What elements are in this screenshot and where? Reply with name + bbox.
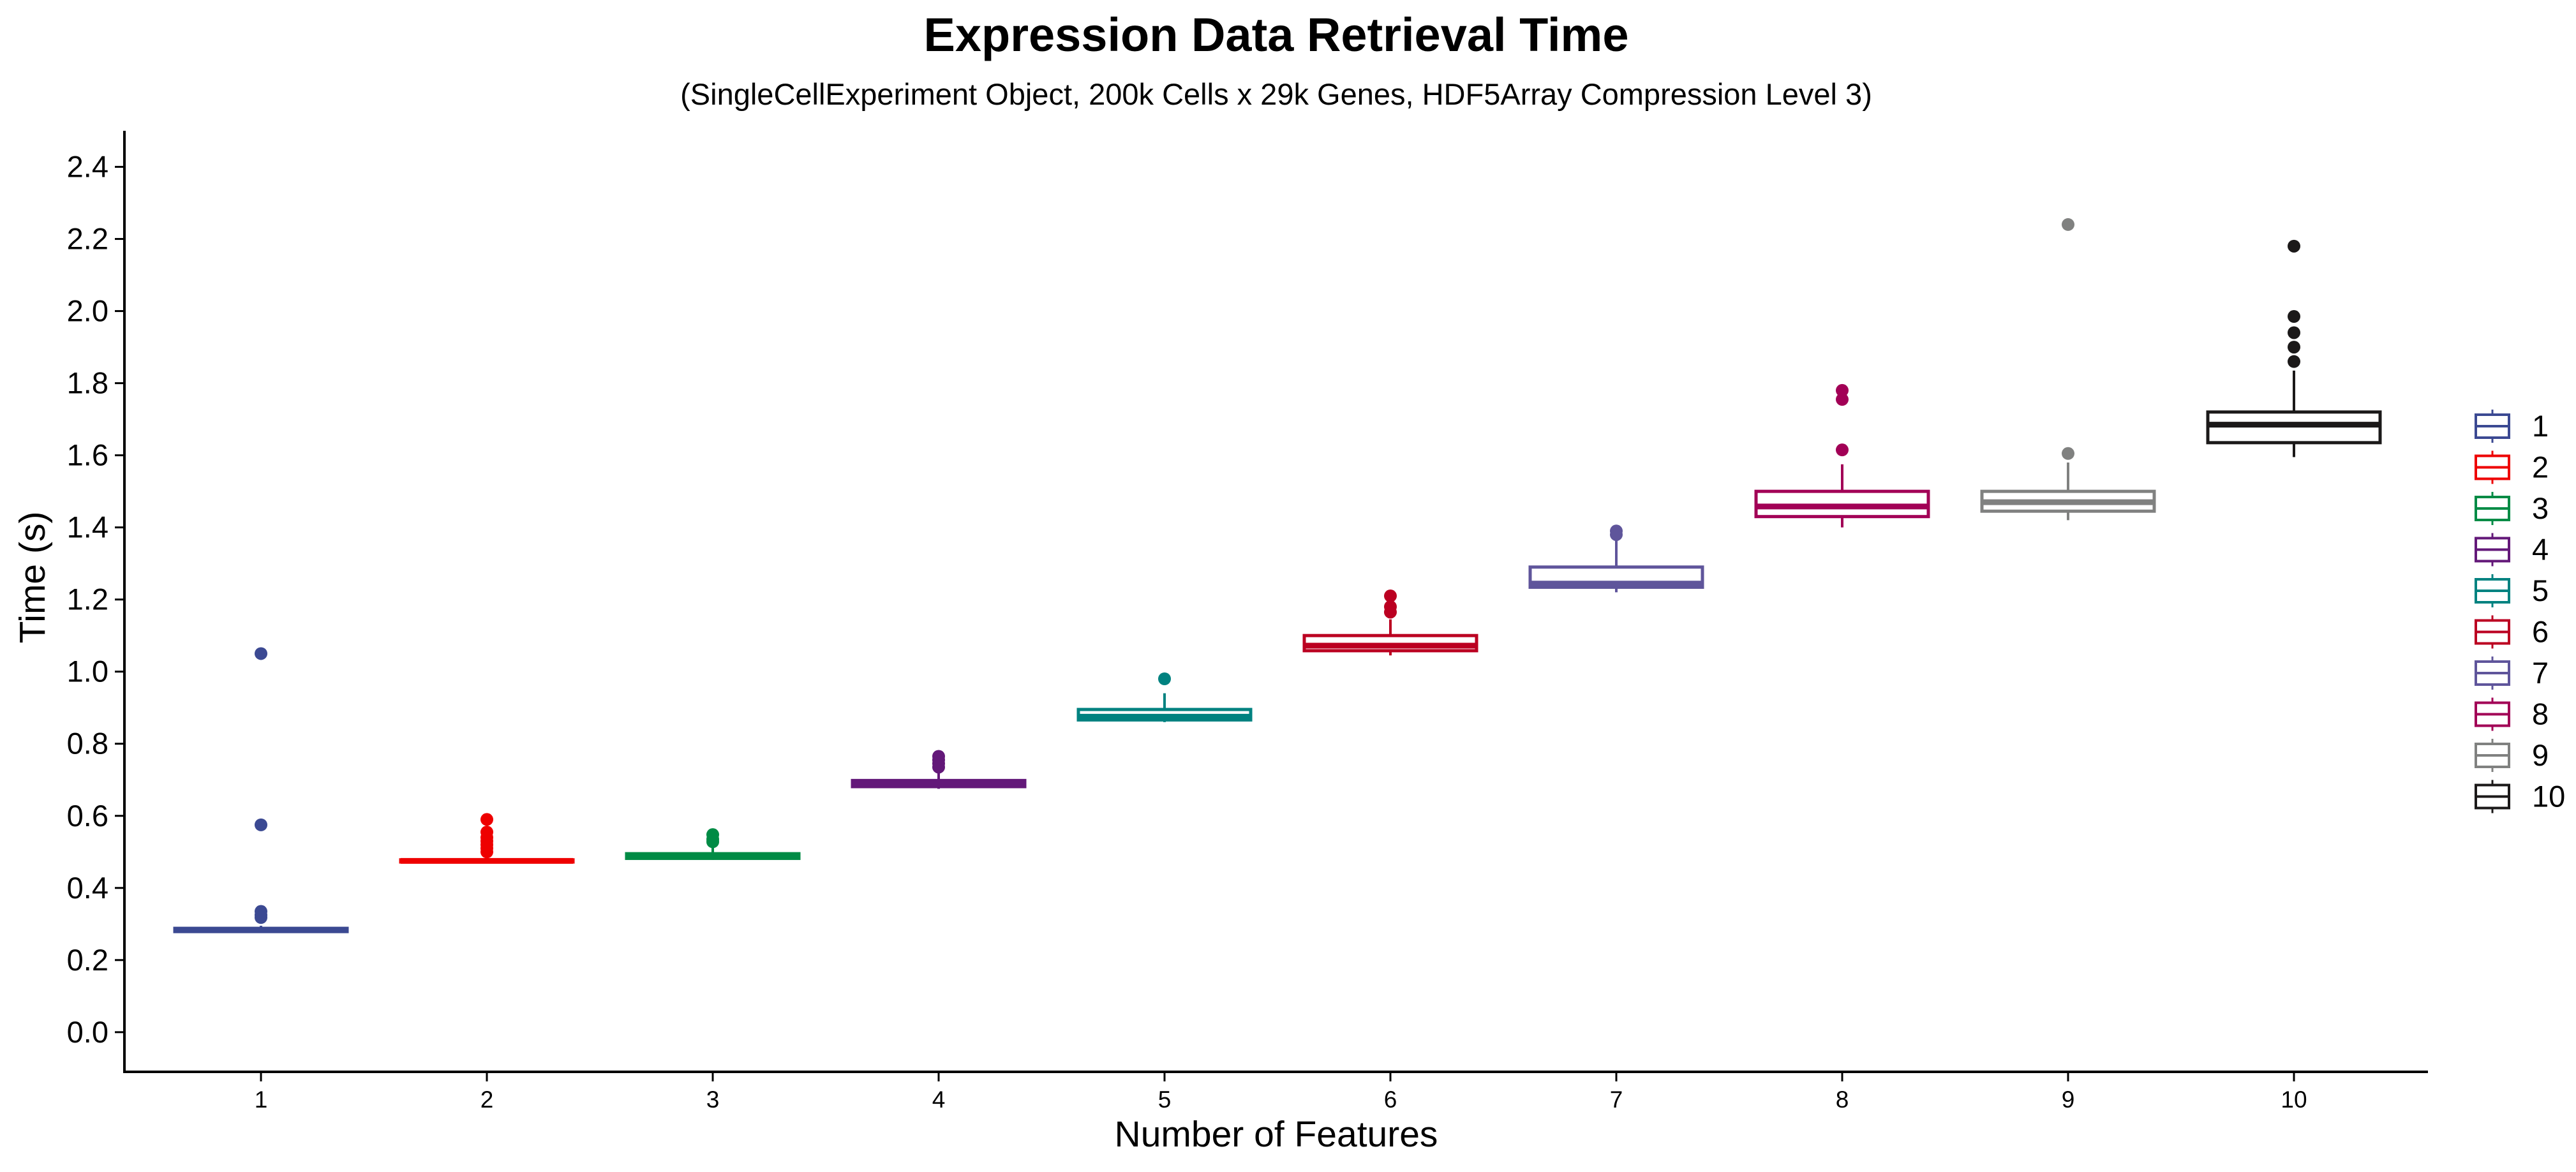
outlier-point <box>480 845 493 859</box>
legend-label: 4 <box>2532 533 2549 567</box>
box-group-6 <box>1302 590 1478 656</box>
box-groups <box>173 218 2382 933</box>
y-tick-label: 2.0 <box>67 294 108 328</box>
outlier-point <box>932 760 945 774</box>
legend-label: 6 <box>2532 615 2549 649</box>
box-group-1 <box>173 647 349 933</box>
y-axis-label: Time (s) <box>12 512 53 644</box>
y-axis-ticks: 0.0 0.2 0.4 0.6 0.8 1.0 1.2 1.4 1.6 1.8 2.0 2.2 2.4 <box>67 150 124 1049</box>
outlier-point <box>255 647 267 660</box>
y-tick-label: 0.6 <box>67 799 108 833</box>
y-tick-label: 2.2 <box>67 222 108 256</box>
x-tick-label: 3 <box>706 1087 720 1113</box>
y-tick-label: 1.8 <box>67 366 108 400</box>
box-group-7 <box>1528 524 1704 593</box>
outlier-point <box>255 818 267 831</box>
x-tick-label: 10 <box>2281 1087 2307 1113</box>
y-tick-label: 2.4 <box>67 150 108 184</box>
x-tick-label: 5 <box>1158 1087 1172 1113</box>
legend-item-2: 2 <box>2475 450 2549 484</box>
outlier-point <box>2062 447 2074 460</box>
x-tick-label: 1 <box>255 1087 268 1113</box>
outlier-point <box>2288 355 2300 368</box>
box-group-3 <box>625 828 801 860</box>
outlier-point <box>2288 341 2300 354</box>
box-group-10 <box>2206 239 2382 457</box>
outlier-point <box>2288 239 2300 253</box>
legend-item-1: 1 <box>2475 409 2549 443</box>
legend-label: 3 <box>2532 491 2549 525</box>
y-tick-label: 0.4 <box>67 871 108 905</box>
y-tick-label: 0.8 <box>67 727 108 760</box>
box-group-8 <box>1754 383 1930 528</box>
x-tick-label: 7 <box>1610 1087 1623 1113</box>
legend-item-9: 9 <box>2475 738 2549 772</box>
outlier-point <box>480 813 493 826</box>
x-tick-label: 2 <box>480 1087 494 1113</box>
legend-item-6: 6 <box>2475 615 2549 649</box>
x-tick-label: 4 <box>932 1087 946 1113</box>
legend-item-10: 10 <box>2475 780 2565 813</box>
legend-label: 5 <box>2532 574 2549 607</box>
box-group-9 <box>1980 218 2156 521</box>
box-group-4 <box>851 750 1027 789</box>
outlier-point <box>1158 672 1171 686</box>
x-axis-ticks: 1 2 3 4 5 6 7 8 9 10 <box>255 1072 2307 1113</box>
y-tick-label: 0.2 <box>67 943 108 977</box>
legend-item-3: 3 <box>2475 491 2549 525</box>
legend-label: 10 <box>2532 780 2565 813</box>
legend-item-5: 5 <box>2475 574 2549 607</box>
outlier-point <box>2288 310 2300 323</box>
chart-subtitle: (SingleCellExperiment Object, 200k Cells… <box>680 77 1872 111</box>
legend: 1 2 3 4 5 6 7 8 9 10 <box>2475 409 2565 813</box>
chart-title: Expression Data Retrieval Time <box>923 8 1628 61</box>
legend-item-7: 7 <box>2475 656 2549 690</box>
legend-label: 7 <box>2532 656 2549 690</box>
outlier-point <box>1836 393 1849 406</box>
legend-item-8: 8 <box>2475 697 2549 731</box>
outlier-point <box>1836 383 1849 397</box>
outlier-point <box>1384 590 1397 603</box>
x-tick-label: 9 <box>2062 1087 2075 1113</box>
x-tick-label: 6 <box>1384 1087 1397 1113</box>
outlier-point <box>706 835 719 849</box>
outlier-point <box>2288 326 2300 339</box>
legend-label: 8 <box>2532 697 2549 731</box>
outlier-point <box>1836 443 1849 457</box>
legend-label: 9 <box>2532 738 2549 772</box>
x-tick-label: 8 <box>1836 1087 1849 1113</box>
y-tick-label: 1.6 <box>67 438 108 472</box>
box-group-5 <box>1076 672 1253 722</box>
y-tick-label: 1.2 <box>67 582 108 616</box>
outlier-point <box>1384 605 1397 619</box>
outlier-point <box>2062 218 2074 231</box>
outlier-point <box>1610 528 1623 541</box>
y-tick-label: 0.0 <box>67 1015 108 1049</box>
legend-label: 1 <box>2532 409 2549 443</box>
y-tick-label: 1.0 <box>67 655 108 688</box>
x-axis-label: Number of Features <box>1115 1114 1438 1155</box>
legend-label: 2 <box>2532 450 2549 484</box>
y-tick-label: 1.4 <box>67 510 108 544</box>
legend-item-4: 4 <box>2475 533 2549 567</box>
box-group-2 <box>399 813 575 864</box>
outlier-point <box>255 911 267 924</box>
